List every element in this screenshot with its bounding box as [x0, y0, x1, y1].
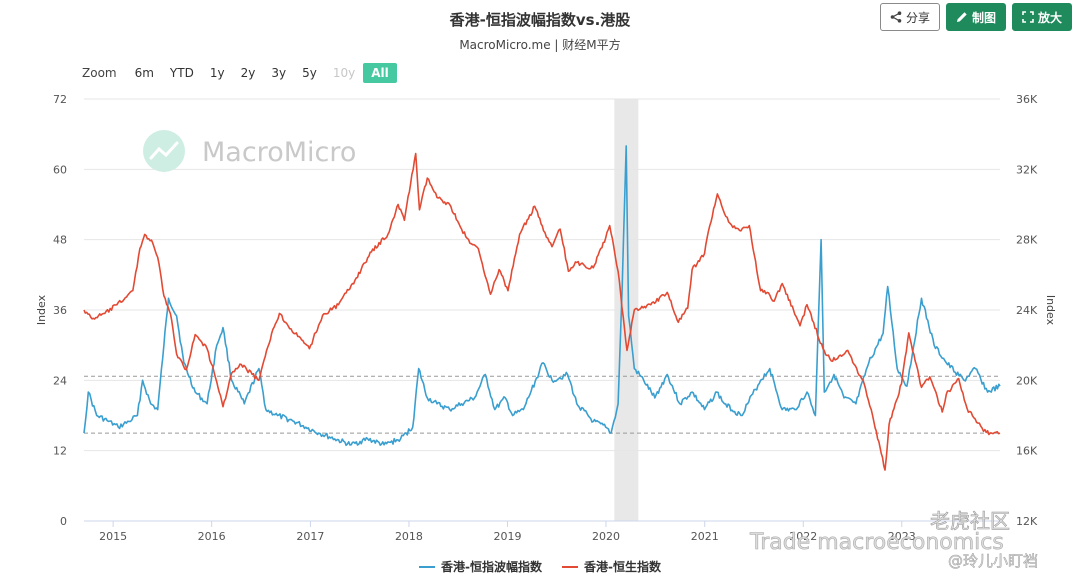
x-tick-label: 2019	[493, 530, 521, 543]
share-button[interactable]: 分享	[879, 3, 940, 31]
zoom-bar: Zoom 6m YTD 1y 2y 3y 5y 10y All	[82, 63, 397, 83]
make-chart-label: 制图	[971, 10, 996, 25]
bottom-watermarks: Trade macroeconomics 老虎社区 @玲儿小盯裆	[749, 509, 1039, 571]
zoom-2y-button[interactable]: 2y	[240, 66, 256, 80]
zoom-10y-button: 10y	[332, 66, 356, 80]
y-right-tick-label: 20K	[1016, 374, 1038, 387]
pencil-icon	[956, 11, 968, 23]
legend-label-hsi-volatility: 香港-恒指波幅指数	[441, 560, 542, 574]
legend-swatch-blue	[419, 565, 436, 568]
y-right-tick-label: 16K	[1016, 445, 1038, 458]
macromicro-watermark-text: MacroMicro	[202, 137, 356, 168]
share-label: 分享	[905, 10, 930, 25]
y-left-tick-label: 60	[53, 163, 67, 176]
trade-watermark-text: Trade macroeconomics	[749, 530, 1004, 555]
y-left-tick-label: 12	[53, 445, 67, 458]
y-left-tick-label: 36	[53, 304, 67, 317]
make-chart-button[interactable]: 制图	[945, 3, 1006, 31]
legend-swatch-red	[562, 565, 578, 568]
y-right-tick-label: 32K	[1016, 163, 1038, 176]
legend-item-hsi-volatility[interactable]: 香港-恒指波幅指数	[419, 558, 542, 575]
enlarge-button[interactable]: 放大	[1011, 3, 1072, 31]
x-tick-label: 2018	[395, 530, 423, 543]
y-right-tick-label: 24K	[1016, 304, 1038, 317]
y-left-tick-label: 24	[53, 374, 67, 387]
x-tick-label: 2020	[592, 530, 620, 543]
legend-label-hang-seng: 香港-恒生指数	[584, 560, 661, 574]
enlarge-label: 放大	[1037, 10, 1062, 25]
y-left-tick-label: 0	[60, 515, 67, 528]
chart-actions: 分享 制图 放大	[879, 3, 1072, 31]
x-tick-label: 2022	[789, 530, 817, 543]
y-right-tick-label: 36K	[1016, 93, 1038, 106]
community-watermark-text: 老虎社区	[930, 509, 1010, 533]
x-tick-label: 2015	[99, 530, 127, 543]
y-right-tick-label: 28K	[1016, 234, 1038, 247]
expand-icon	[1022, 11, 1034, 23]
y-right-axis-title: Index	[1044, 295, 1057, 326]
chart-legend: 香港-恒指波幅指数 香港-恒生指数	[0, 558, 1080, 575]
zoom-1y-button[interactable]: 1y	[209, 66, 225, 80]
y-left-tick-label: 48	[53, 234, 67, 247]
x-tick-label: 2016	[198, 530, 226, 543]
y-left-tick-label: 72	[53, 93, 67, 106]
zoom-ytd-button[interactable]: YTD	[169, 66, 194, 80]
x-tick-label: 2017	[296, 530, 324, 543]
zoom-5y-button[interactable]: 5y	[302, 66, 317, 80]
user-watermark-text: @玲儿小盯裆	[948, 552, 1038, 570]
macromicro-watermark: MacroMicro	[143, 130, 356, 172]
zoom-3y-button[interactable]: 3y	[271, 66, 287, 80]
legend-item-hang-seng[interactable]: 香港-恒生指数	[562, 558, 661, 575]
series-line-hang-seng	[83, 152, 1001, 471]
zoom-all-button[interactable]: All	[363, 63, 397, 83]
zoom-label: Zoom	[82, 66, 117, 80]
chart-subtitle: MacroMicro.me | 财经M平方	[459, 38, 621, 52]
share-icon	[890, 11, 902, 23]
chart-title: 香港-恒指波幅指数vs.港股	[449, 11, 631, 29]
y-left-axis-title: Index	[35, 294, 48, 325]
zoom-6m-button[interactable]: 6m	[134, 66, 154, 80]
x-tick-label: 2021	[691, 530, 719, 543]
y-right-tick-label: 12K	[1016, 515, 1038, 528]
series-line-hsi-volatility	[83, 145, 1001, 447]
macromicro-logo-icon	[143, 130, 185, 172]
x-tick-label: 2023	[888, 530, 916, 543]
